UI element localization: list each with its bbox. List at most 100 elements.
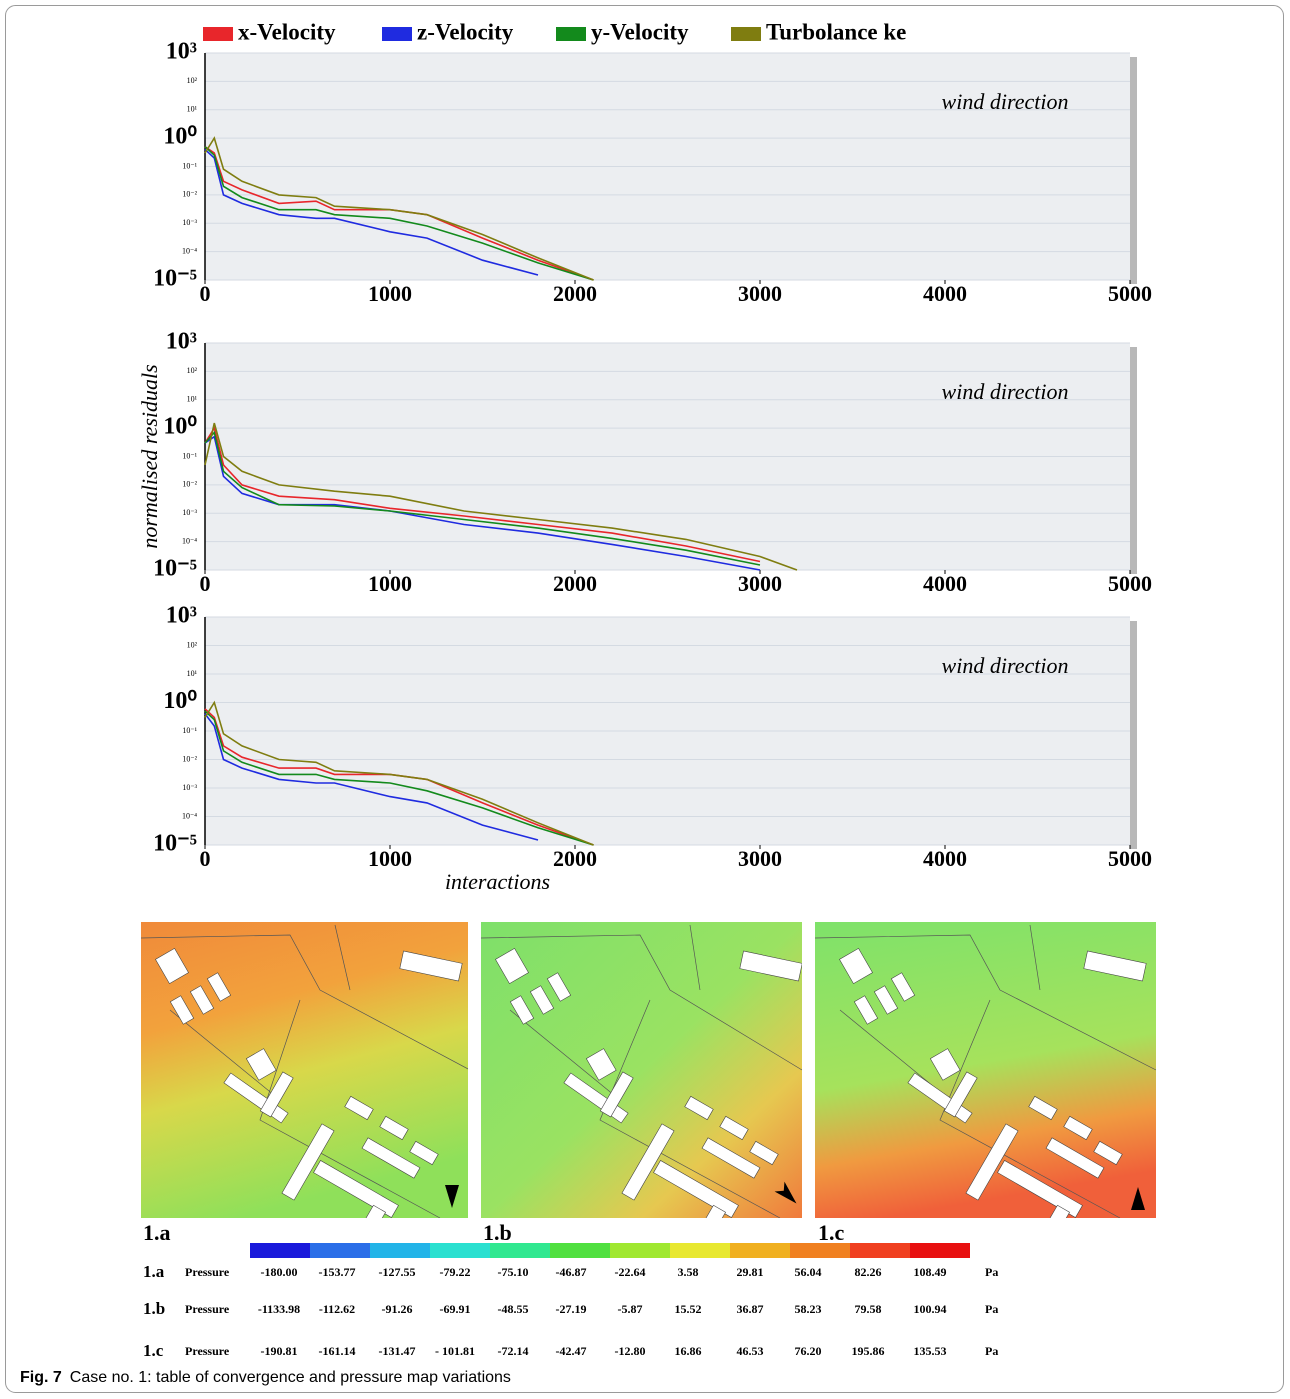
pressure-value: -27.19	[556, 1302, 587, 1316]
y-tick-label: 10⁰	[163, 124, 197, 150]
series-line	[204, 148, 539, 276]
x-tick-label: 1000	[368, 846, 412, 871]
y-tick-label: 10⁻⁴	[182, 246, 197, 255]
y-tick-label: 10⁰	[163, 688, 197, 714]
pressure-value: -190.81	[261, 1344, 298, 1358]
x-tick-label: 3000	[738, 846, 782, 871]
pressure-value: -180.00	[261, 1265, 298, 1279]
x-tick-label: 0	[200, 571, 211, 596]
caption-text: Case no. 1: table of convergence and pre…	[70, 1369, 511, 1386]
x-tick-label: 1000	[368, 571, 412, 596]
legend-swatch	[382, 27, 412, 41]
pressure-value: -127.55	[379, 1265, 416, 1279]
y-tick-label: 10¹	[187, 395, 198, 404]
legend-label: z-Velocity	[417, 19, 514, 44]
x-tick-label: 5000	[1108, 846, 1152, 871]
row-quantity: Pressure	[185, 1344, 230, 1358]
x-tick-label: 2000	[553, 846, 597, 871]
row-unit: Pa	[985, 1344, 998, 1358]
pressure-value: -72.14	[498, 1344, 529, 1358]
legend-swatch	[203, 27, 233, 41]
y-tick-label: 10²	[187, 640, 198, 649]
x-tick-label: 5000	[1108, 281, 1152, 306]
row-case: 1.b	[143, 1299, 165, 1318]
pressure-value: -79.22	[440, 1265, 471, 1279]
legend-swatch	[731, 27, 761, 41]
map-label: 1.a	[143, 1220, 171, 1245]
pressure-value: -12.80	[615, 1344, 646, 1358]
pressure-map	[141, 922, 468, 1218]
y-tick-label: 10⁻³	[182, 508, 197, 517]
y-tick-label: 10⁻⁵	[153, 266, 197, 292]
colorbar	[250, 1243, 970, 1258]
pressure-map	[815, 922, 1156, 1218]
y-tick-label: 10⁻²	[182, 754, 197, 763]
row-quantity: Pressure	[185, 1302, 230, 1316]
pressure-value: 46.53	[737, 1344, 764, 1358]
y-tick-label: 10⁻¹	[182, 451, 197, 460]
pressure-value: -42.47	[556, 1344, 587, 1358]
x-axis-label: interactions	[445, 869, 550, 894]
legend-swatch	[556, 27, 586, 41]
pressure-value: -131.47	[379, 1344, 416, 1358]
annotation: wind direction	[942, 653, 1069, 678]
x-tick-label: 0	[200, 846, 211, 871]
y-tick-label: 10⁻⁵	[153, 831, 197, 857]
x-tick-label: 4000	[923, 846, 967, 871]
pressure-value: 108.49	[914, 1265, 947, 1279]
pressure-value: -48.55	[498, 1302, 529, 1316]
row-case: 1.c	[143, 1341, 164, 1360]
y-tick-label: 10¹	[187, 669, 198, 678]
y-tick-label: 10⁻¹	[182, 726, 197, 735]
series-line	[204, 713, 539, 841]
pressure-value: - 101.81	[435, 1344, 475, 1358]
pressure-value: 36.87	[737, 1302, 764, 1316]
pressure-value: -91.26	[382, 1302, 413, 1316]
y-tick-label: 10⁻²	[182, 480, 197, 489]
pressure-value: 15.52	[675, 1302, 702, 1316]
y-axis-label: normalised residuals	[137, 364, 162, 548]
pressure-value: 56.04	[795, 1265, 822, 1279]
pressure-value: 16.86	[675, 1344, 702, 1358]
pressure-value: -112.62	[319, 1302, 355, 1316]
pressure-value: 100.94	[914, 1302, 947, 1316]
caption: Fig. 7 Case no. 1: table of convergence a…	[20, 1369, 511, 1386]
pressure-value: -1133.98	[258, 1302, 300, 1316]
series-line	[204, 708, 594, 846]
x-tick-label: 4000	[923, 571, 967, 596]
y-tick-label: 10⁻³	[182, 218, 197, 227]
row-unit: Pa	[985, 1302, 998, 1316]
x-tick-label: 4000	[923, 281, 967, 306]
x-tick-label: 1000	[368, 281, 412, 306]
caption-label: Fig. 7	[20, 1369, 62, 1386]
line-chart: 10⁻⁵ 10⁻⁴ 10⁻³ 10⁻² 10⁻¹ 10⁰ 10¹ 10² 10³ 0 1000 200…	[153, 603, 1152, 895]
line-chart: 10⁻⁵ 10⁻⁴ 10⁻³ 10⁻² 10⁻¹ 10⁰ 10¹ 10² 10³ 0 1000 200…	[153, 19, 1152, 306]
pressure-maps	[141, 922, 1156, 1218]
y-tick-label: 10⁻²	[182, 190, 197, 199]
y-tick-label: 10³	[166, 603, 197, 629]
row-quantity: Pressure	[185, 1265, 230, 1279]
pressure-value: 58.23	[795, 1302, 822, 1316]
y-tick-label: 10⁻³	[182, 783, 197, 792]
legend-label: x-Velocity	[238, 19, 336, 44]
series-line	[204, 146, 594, 281]
pressure-value: -5.87	[618, 1302, 643, 1316]
series-line	[204, 146, 594, 281]
row-unit: Pa	[985, 1265, 998, 1279]
x-tick-label: 3000	[738, 281, 782, 306]
y-tick-label: 10⁻¹	[182, 161, 197, 170]
y-tick-label: 10²	[187, 76, 198, 85]
y-tick-label: 10⁻⁴	[182, 811, 197, 820]
pressure-value: 195.86	[852, 1344, 885, 1358]
pressure-value: -153.77	[319, 1265, 356, 1279]
y-tick-label: 10¹	[187, 105, 198, 114]
legend-label: y-Velocity	[591, 19, 689, 44]
pressure-value: 76.20	[795, 1344, 822, 1358]
annotation: wind direction	[942, 89, 1069, 114]
x-tick-label: 2000	[553, 281, 597, 306]
pressure-value: 79.58	[855, 1302, 882, 1316]
series-line	[204, 422, 798, 571]
x-tick-label: 0	[200, 281, 211, 306]
pressure-value: 135.53	[914, 1344, 947, 1358]
